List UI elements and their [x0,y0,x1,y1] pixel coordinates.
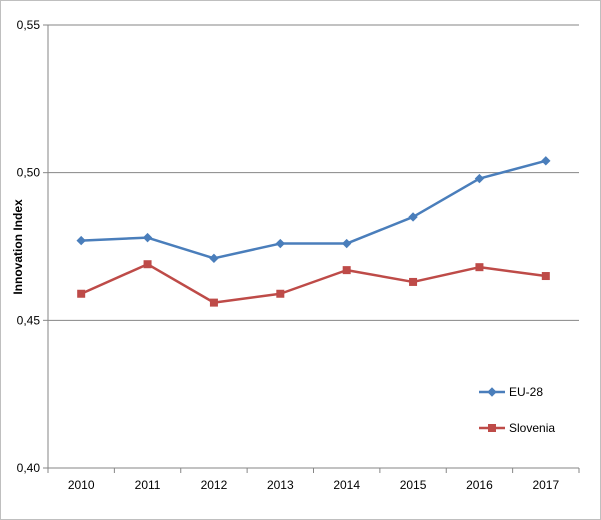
x-tick-label: 2012 [201,478,228,492]
data-point [541,272,550,281]
data-point [142,232,153,243]
legend-marker [488,424,496,432]
x-tick-label: 2014 [333,478,360,492]
x-tick-label: 2015 [400,478,427,492]
x-tick-label: 2017 [532,478,559,492]
data-point [77,289,86,298]
y-tick-label: 0,40 [17,461,41,475]
legend-item: Slovenia [479,421,555,435]
legend: EU-28 Slovenia [479,385,555,435]
x-tick-labels: 2010 2011 2012 2013 2014 2015 2016 2017 [68,478,560,492]
data-point [474,173,485,184]
x-tick-label: 2016 [466,478,493,492]
y-tick-label: 0,55 [17,18,41,32]
y-tick-label: 0,45 [17,313,41,327]
series-0 [76,156,551,264]
series-1 [77,260,550,307]
y-axis-label: Innovation Index [11,199,25,295]
data-point [76,235,86,246]
data-point [209,253,219,264]
legend-item: EU-28 [479,385,543,399]
x-tick-label: 2010 [68,478,95,492]
data-point [342,266,351,275]
data-point [409,277,418,286]
y-tick-label: 0,50 [17,166,41,180]
x-tick-label: 2011 [135,478,161,492]
y-tick-labels: 0,40 0,45 0,50 0,55 [17,18,41,475]
legend-label: Slovenia [509,421,555,435]
gridlines [48,24,579,321]
series-group [76,156,551,307]
x-tick-label: 2013 [267,478,294,492]
data-point [408,212,418,222]
data-point [475,263,484,272]
data-point [143,260,152,269]
legend-label: EU-28 [509,385,543,399]
axes [43,24,580,473]
series-line [80,262,546,304]
series-line [81,159,547,260]
data-point [541,156,551,166]
data-point [341,238,352,249]
data-point [276,289,285,298]
legend-marker [487,387,497,397]
data-point [209,298,218,307]
data-point [275,238,286,249]
